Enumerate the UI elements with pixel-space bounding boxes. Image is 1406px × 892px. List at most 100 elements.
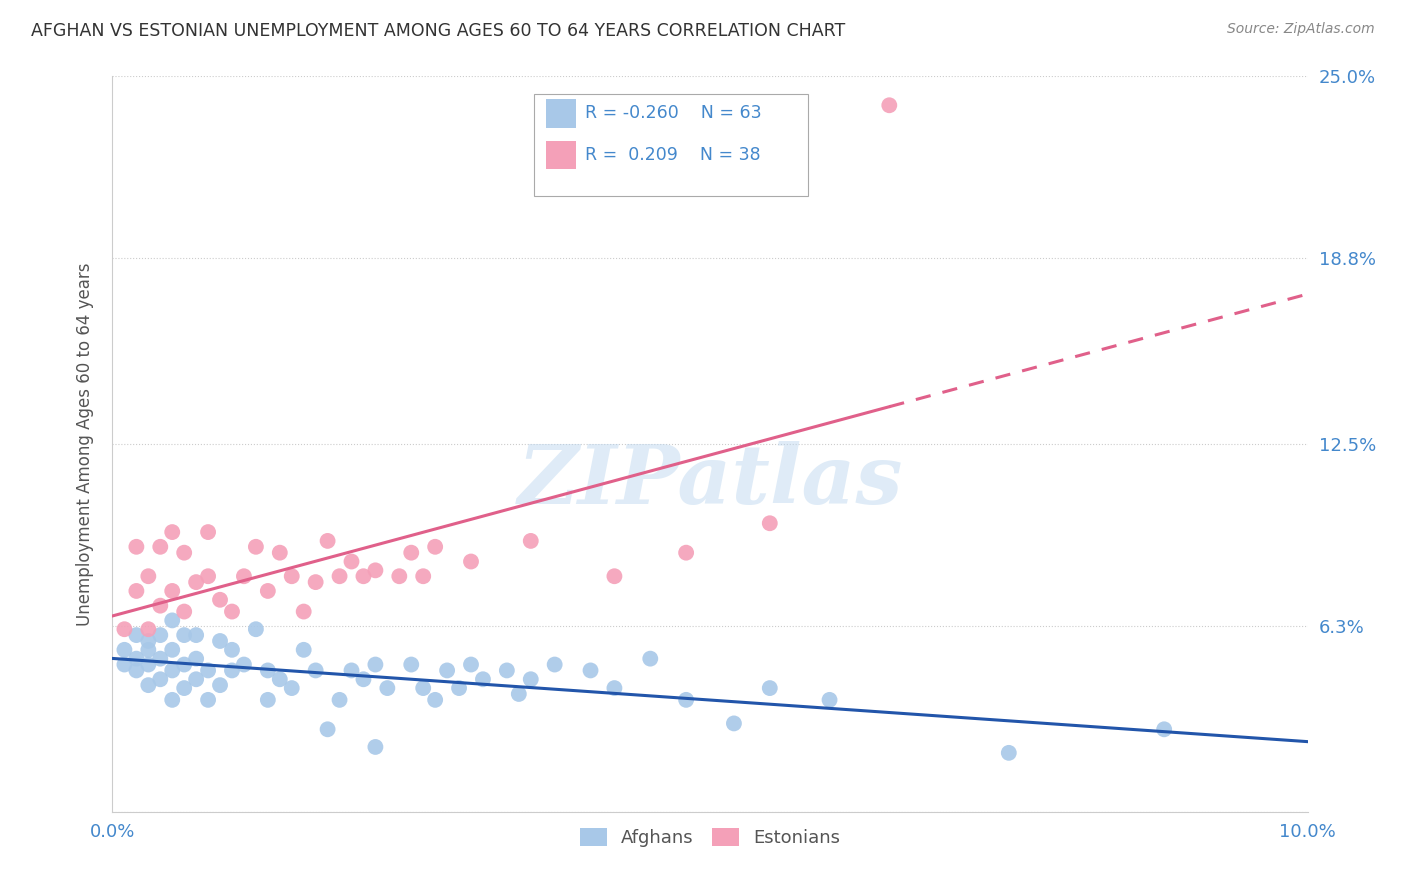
Point xyxy=(401,546,423,560)
Point xyxy=(149,673,172,687)
Point xyxy=(138,634,160,648)
Point xyxy=(209,634,232,648)
Point xyxy=(125,651,148,665)
Point xyxy=(305,575,328,590)
Point xyxy=(603,681,626,695)
Point xyxy=(209,592,232,607)
Point xyxy=(388,569,411,583)
Point xyxy=(496,664,519,678)
Point xyxy=(818,693,841,707)
Point xyxy=(449,681,471,695)
Point xyxy=(340,664,363,678)
Point xyxy=(197,524,219,539)
Point xyxy=(173,681,195,695)
Point xyxy=(125,540,148,554)
Point xyxy=(162,693,183,707)
Point xyxy=(353,673,375,687)
Point xyxy=(114,622,135,636)
Point xyxy=(173,657,195,672)
Point xyxy=(292,605,315,619)
Point xyxy=(162,664,183,678)
Point xyxy=(329,693,352,707)
Point xyxy=(245,622,267,636)
Point xyxy=(353,569,375,583)
Point xyxy=(723,716,745,731)
Point xyxy=(138,642,160,657)
Y-axis label: Unemployment Among Ages 60 to 64 years: Unemployment Among Ages 60 to 64 years xyxy=(76,262,94,625)
Point xyxy=(186,673,208,687)
Point xyxy=(138,657,160,672)
Point xyxy=(364,563,387,577)
Point xyxy=(221,605,243,619)
Point xyxy=(173,546,195,560)
Point xyxy=(759,681,782,695)
Point xyxy=(759,516,782,531)
Point xyxy=(316,533,339,548)
Point xyxy=(197,664,219,678)
Point xyxy=(412,681,434,695)
Point xyxy=(186,575,208,590)
Point xyxy=(340,554,363,569)
Point xyxy=(162,524,183,539)
Point xyxy=(186,628,208,642)
Point xyxy=(998,746,1021,760)
Point xyxy=(675,693,697,707)
Point xyxy=(149,540,172,554)
Point xyxy=(186,651,208,665)
Point xyxy=(508,687,530,701)
Point xyxy=(305,664,328,678)
Point xyxy=(138,678,160,692)
Point xyxy=(543,657,565,672)
Point xyxy=(125,664,148,678)
Point xyxy=(125,628,148,642)
Point xyxy=(269,673,291,687)
Point xyxy=(292,642,315,657)
Point xyxy=(197,569,219,583)
Point xyxy=(197,693,219,707)
Point xyxy=(162,614,183,628)
Point xyxy=(377,681,399,695)
Text: R =  0.209    N = 38: R = 0.209 N = 38 xyxy=(585,146,761,164)
Point xyxy=(233,657,256,672)
Point xyxy=(364,657,387,672)
Point xyxy=(173,628,195,642)
Point xyxy=(520,673,543,687)
Point xyxy=(401,657,423,672)
Point xyxy=(281,681,304,695)
Point xyxy=(221,664,243,678)
Point xyxy=(245,540,267,554)
Point xyxy=(162,584,183,599)
Point xyxy=(281,569,304,583)
Point xyxy=(425,693,447,707)
Point xyxy=(269,546,291,560)
Point xyxy=(257,664,280,678)
Text: AFGHAN VS ESTONIAN UNEMPLOYMENT AMONG AGES 60 TO 64 YEARS CORRELATION CHART: AFGHAN VS ESTONIAN UNEMPLOYMENT AMONG AG… xyxy=(31,22,845,40)
Point xyxy=(114,642,135,657)
Point xyxy=(316,723,339,737)
Point xyxy=(138,569,160,583)
Point xyxy=(162,642,183,657)
Point xyxy=(460,554,482,569)
Point xyxy=(149,628,172,642)
Point xyxy=(364,739,387,754)
Point xyxy=(138,622,160,636)
Point xyxy=(149,651,172,665)
Point xyxy=(472,673,495,687)
Text: R = -0.260    N = 63: R = -0.260 N = 63 xyxy=(585,104,762,122)
Point xyxy=(125,584,148,599)
Legend: Afghans, Estonians: Afghans, Estonians xyxy=(572,821,848,855)
Point xyxy=(879,98,901,112)
Point xyxy=(114,657,135,672)
Point xyxy=(209,678,232,692)
Point xyxy=(257,584,280,599)
Point xyxy=(329,569,352,583)
Point xyxy=(257,693,280,707)
Point xyxy=(412,569,434,583)
Point xyxy=(460,657,482,672)
Point xyxy=(1153,723,1175,737)
Point xyxy=(579,664,602,678)
Point xyxy=(149,599,172,613)
Point xyxy=(675,546,697,560)
Point xyxy=(425,540,447,554)
Point xyxy=(221,642,243,657)
